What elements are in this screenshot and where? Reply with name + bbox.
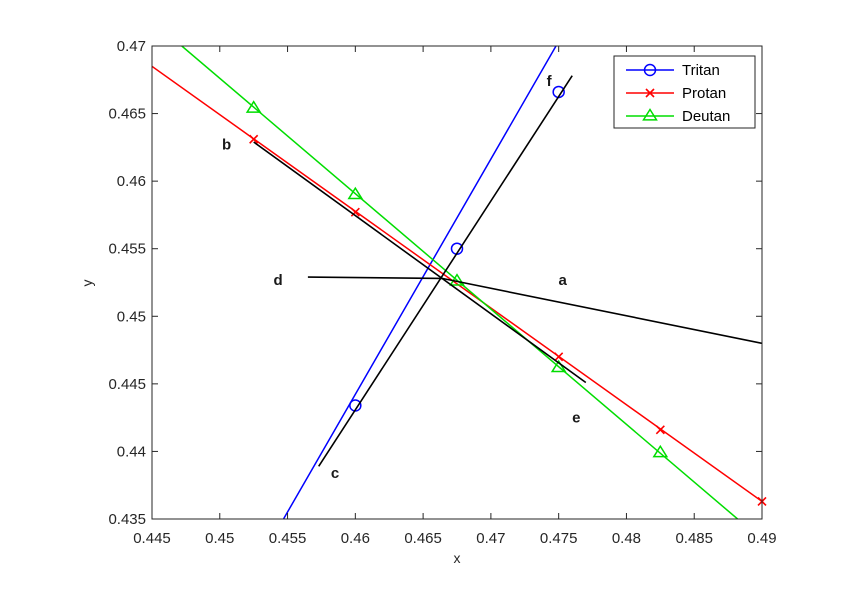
legend-label-tritan: Tritan — [682, 62, 720, 79]
x-axis-label: x — [454, 550, 461, 566]
series-line-tritan — [282, 46, 557, 519]
legend-label-deutan: Deutan — [682, 108, 730, 125]
x-tick-label-4: 0.465 — [404, 530, 442, 547]
y-tick-label-2: 0.445 — [108, 376, 146, 393]
x-tick-label-7: 0.48 — [612, 530, 641, 547]
axis-ticks: 0.445 0.45 0.455 0.46 0.465 0.47 0.475 0.48 0.48… — [108, 38, 776, 547]
annotation-a: a — [559, 272, 568, 289]
x-tick-label-8: 0.485 — [675, 530, 713, 547]
annotation-f: f — [547, 73, 553, 90]
x-tick-label-1: 0.45 — [205, 530, 234, 547]
legend-label-protan: Protan — [682, 85, 726, 102]
legend-marker-protan — [645, 88, 655, 98]
x-tick-label-3: 0.46 — [341, 530, 370, 547]
y-tick-label-7: 0.47 — [117, 38, 146, 55]
reference-line-2 — [318, 75, 573, 467]
plot-frame — [151, 45, 763, 520]
marker-protan-1 — [350, 207, 360, 217]
x-tick-label-9: 0.49 — [747, 530, 776, 547]
marker-deutan-4 — [652, 444, 669, 458]
y-axis-label: y — [79, 280, 95, 287]
x-tick-label-5: 0.47 — [476, 530, 505, 547]
marker-deutan-2 — [449, 273, 465, 286]
y-tick-label-5: 0.46 — [117, 173, 146, 190]
marker-layer — [245, 85, 767, 506]
y-tick-label-0: 0.435 — [108, 511, 146, 528]
marker-protan-3 — [655, 425, 665, 435]
marker-deutan-3 — [550, 359, 567, 373]
marker-protan-2 — [554, 352, 564, 362]
x-tick-label-0: 0.445 — [133, 530, 171, 547]
y-tick-label-6: 0.465 — [108, 106, 146, 123]
reference-lines — [253, 75, 762, 467]
reference-line-1 — [253, 141, 587, 384]
annotation-labels: a b c d e f — [222, 73, 580, 482]
annotation-c: c — [331, 465, 339, 482]
x-tick-label-2: 0.455 — [269, 530, 307, 547]
marker-protan-0 — [249, 134, 259, 144]
marker-deutan-0 — [245, 100, 262, 113]
annotation-e: e — [572, 410, 580, 427]
x-tick-label-6: 0.475 — [540, 530, 578, 547]
y-tick-label-1: 0.44 — [117, 443, 146, 460]
marker-deutan-1 — [347, 186, 364, 200]
y-tick-label-3: 0.45 — [117, 308, 146, 325]
annotation-b: b — [222, 137, 231, 154]
annotation-d: d — [273, 272, 282, 289]
legend: Tritan Protan Deutan — [613, 55, 756, 129]
legend-marker-tritan — [643, 63, 657, 77]
y-tick-label-4: 0.455 — [108, 241, 146, 258]
legend-marker-deutan — [642, 108, 658, 121]
